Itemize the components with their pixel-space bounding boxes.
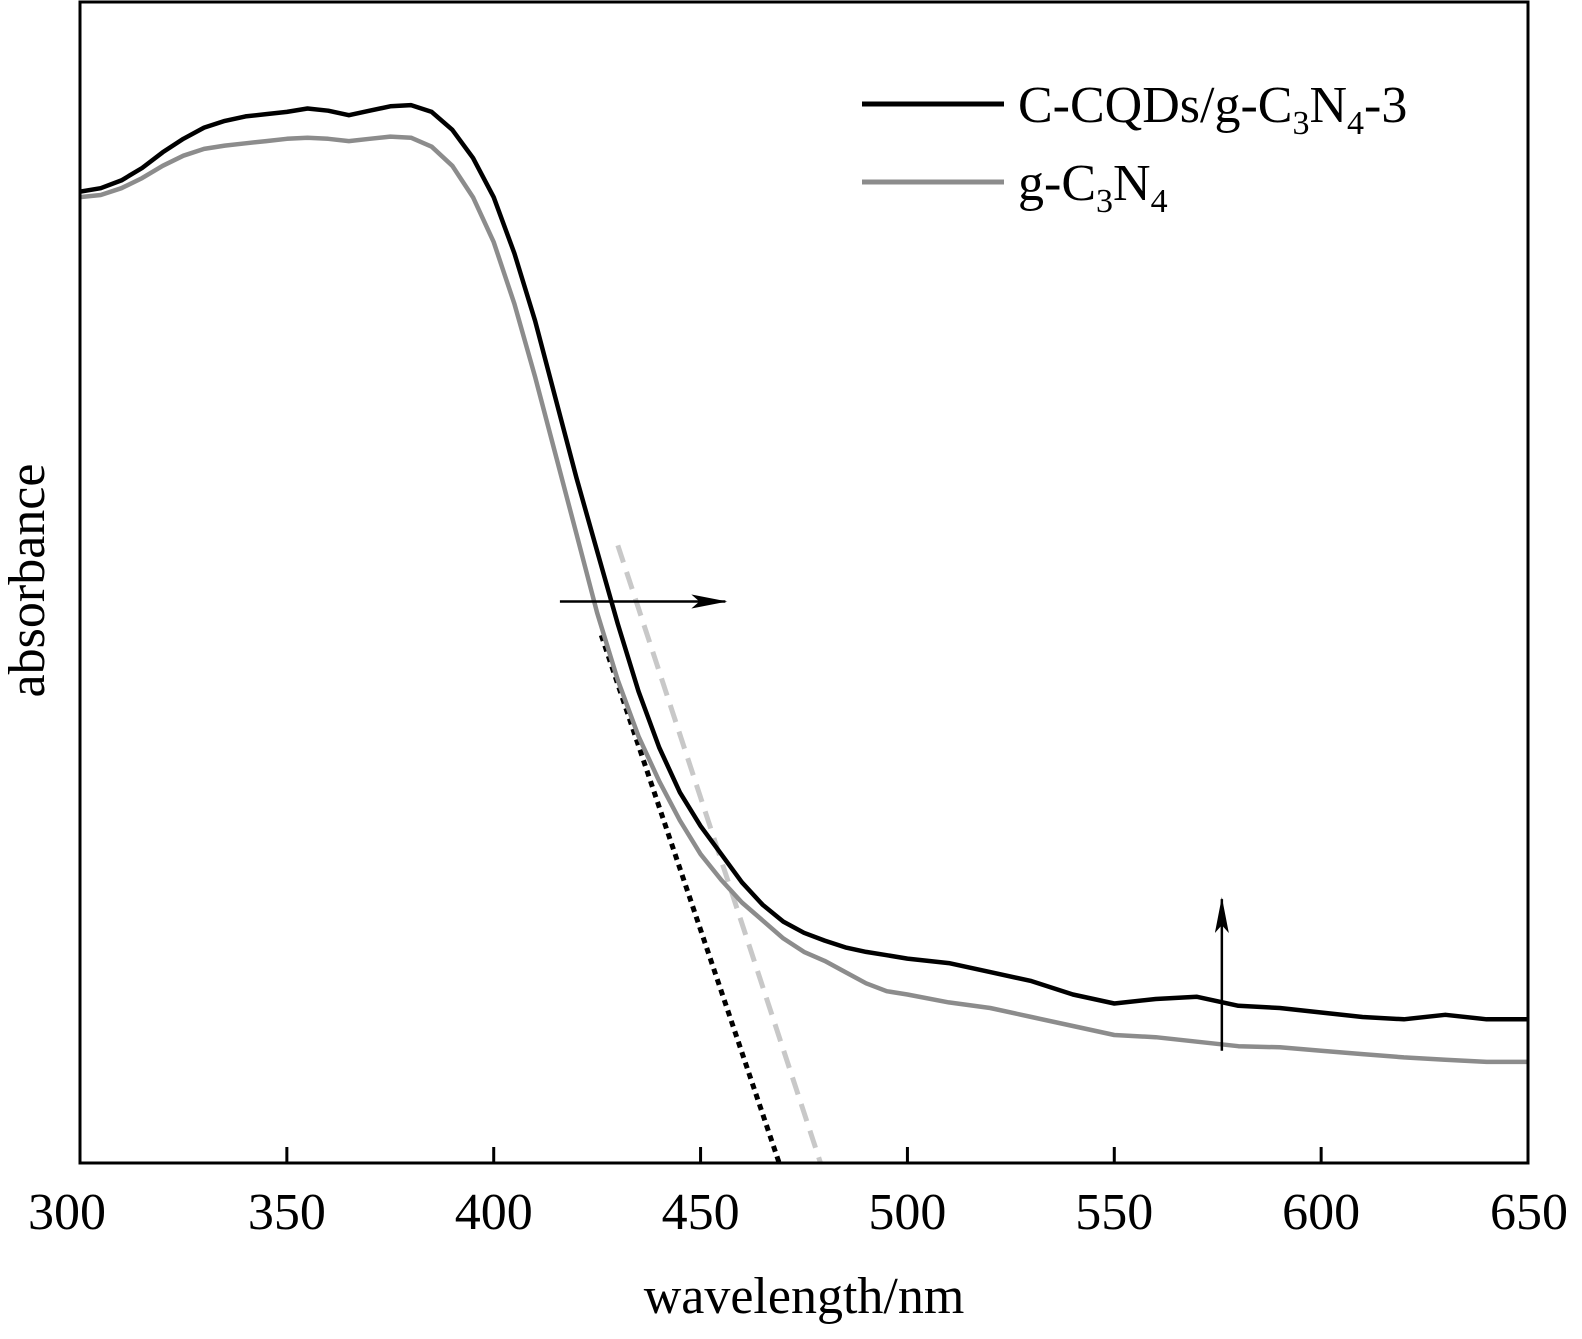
legend-label-part: 4 — [1347, 105, 1364, 142]
legend-label-gc3n4: g-C3N4 — [1018, 155, 1168, 220]
legend-label-ccqds: C-CQDs/g-C3N4-3 — [1018, 77, 1407, 142]
series-line-gc3n4 — [80, 134, 1528, 1065]
x-tick-label-500: 500 — [868, 1184, 946, 1241]
x-tick-label-350: 350 — [248, 1184, 326, 1241]
x-tick-label-450: 450 — [662, 1184, 740, 1241]
x-tick-label-600: 600 — [1282, 1184, 1360, 1241]
x-tick-label-400: 400 — [455, 1184, 533, 1241]
x-axis-label: wavelength/nm — [644, 1268, 965, 1325]
plot-area — [80, 102, 1528, 1163]
x-tick-label-650: 650 — [1490, 1184, 1568, 1241]
legend-label-part: -3 — [1364, 77, 1407, 134]
legend-label-part: 3 — [1292, 105, 1309, 142]
legend-label-part: 3 — [1096, 183, 1113, 220]
legend-label-part: N — [1113, 155, 1151, 212]
x-tick-label-300: 300 — [28, 1184, 106, 1241]
legend-label-part: C-CQDs/g-C — [1018, 77, 1292, 134]
axes: 300 350 400 450 500 550 600 650 — [28, 0, 1568, 1241]
plot-clipped-group — [80, 102, 1528, 1163]
legend-label-part: N — [1309, 77, 1347, 134]
plot-frame — [78, 0, 1530, 1165]
y-axis-label: absorbance — [0, 464, 56, 698]
legend-label-part: g-C — [1018, 155, 1096, 212]
legend-label-part: 4 — [1151, 183, 1168, 220]
legend: C-CQDs/g-C3N4-3g-C3N4 — [862, 77, 1407, 220]
series-line-ccqds — [80, 102, 1528, 1022]
tangent-line-dotted — [598, 634, 782, 1163]
x-tick-label-550: 550 — [1075, 1184, 1153, 1241]
